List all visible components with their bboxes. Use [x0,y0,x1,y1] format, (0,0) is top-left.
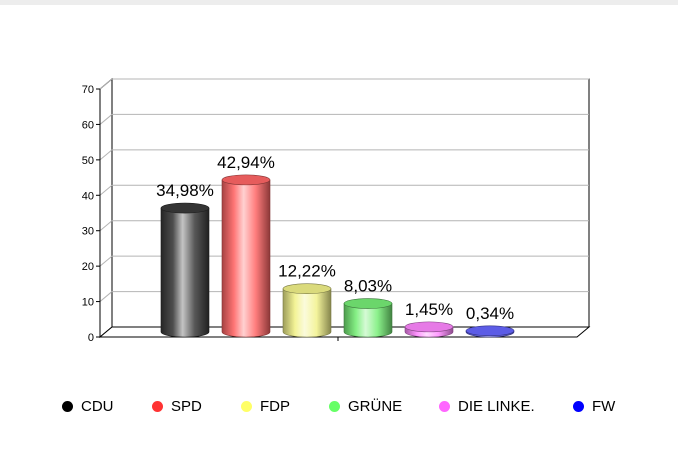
bar-cdu [160,202,210,338]
data-label: 34,98% [156,181,214,200]
legend-item-cdu: CDU [62,398,114,415]
gridline-side [99,78,113,90]
legend-swatch [329,401,340,412]
bar-body [160,207,210,338]
bar-top [465,325,515,337]
gridline-side [99,255,113,267]
legend-item-gruene: GRÜNE [329,398,402,415]
gridline-side [99,220,113,232]
bar-body [343,303,393,338]
data-label: 1,45% [405,300,453,319]
data-label: 8,03% [344,277,392,296]
data-label: 12,22% [278,262,336,281]
legend-item-spd: SPD [152,398,202,415]
legend-item-fdp: FDP [241,398,290,415]
bar-gr-ne [343,298,393,338]
bar-top [282,283,332,295]
gridline-side [99,114,113,125]
legend-label: DIE LINKE. [458,398,535,415]
y-tick-label: 40 [82,190,94,202]
left-wall [99,77,113,339]
bar-body [282,288,332,338]
legend-swatch [573,401,584,412]
gridline-side [99,184,113,196]
y-tick-label: 20 [82,261,94,273]
data-label: 42,94% [217,153,275,172]
y-tick-label: 30 [82,226,94,238]
bar-die-linke- [404,321,454,338]
legend-item-die-linke: DIE LINKE. [439,398,535,415]
bar-spd [221,174,271,338]
legend-label: GRÜNE [348,398,403,415]
data-label: 0,34% [466,304,514,323]
y-tick-label: 70 [82,84,94,96]
bar-top [221,174,271,186]
bar-top [343,298,393,309]
legend-label: FDP [260,398,290,415]
bar-fdp [282,283,332,338]
y-tick-label: 0 [88,332,94,344]
bar-fw [465,325,515,338]
gridline-side [99,291,113,302]
bar-body [221,179,271,338]
gridline-side [99,149,113,161]
bar-top [404,321,454,333]
y-tick-label: 10 [82,297,94,309]
bar-top [160,202,210,214]
legend-swatch [62,401,73,412]
legend-swatch [152,401,163,412]
chart-legend: CDU SPD FDP GRÜNE DIE LINKE. FW [0,398,678,424]
top-border [0,0,678,5]
legend-item-fw: FW [573,398,615,415]
y-tick-label: 50 [82,155,94,167]
legend-swatch [439,401,450,412]
y-tick-label: 60 [82,119,94,131]
legend-label: CDU [81,398,114,415]
legend-label: SPD [171,398,202,415]
legend-swatch [241,401,252,412]
legend-label: FW [592,398,616,415]
